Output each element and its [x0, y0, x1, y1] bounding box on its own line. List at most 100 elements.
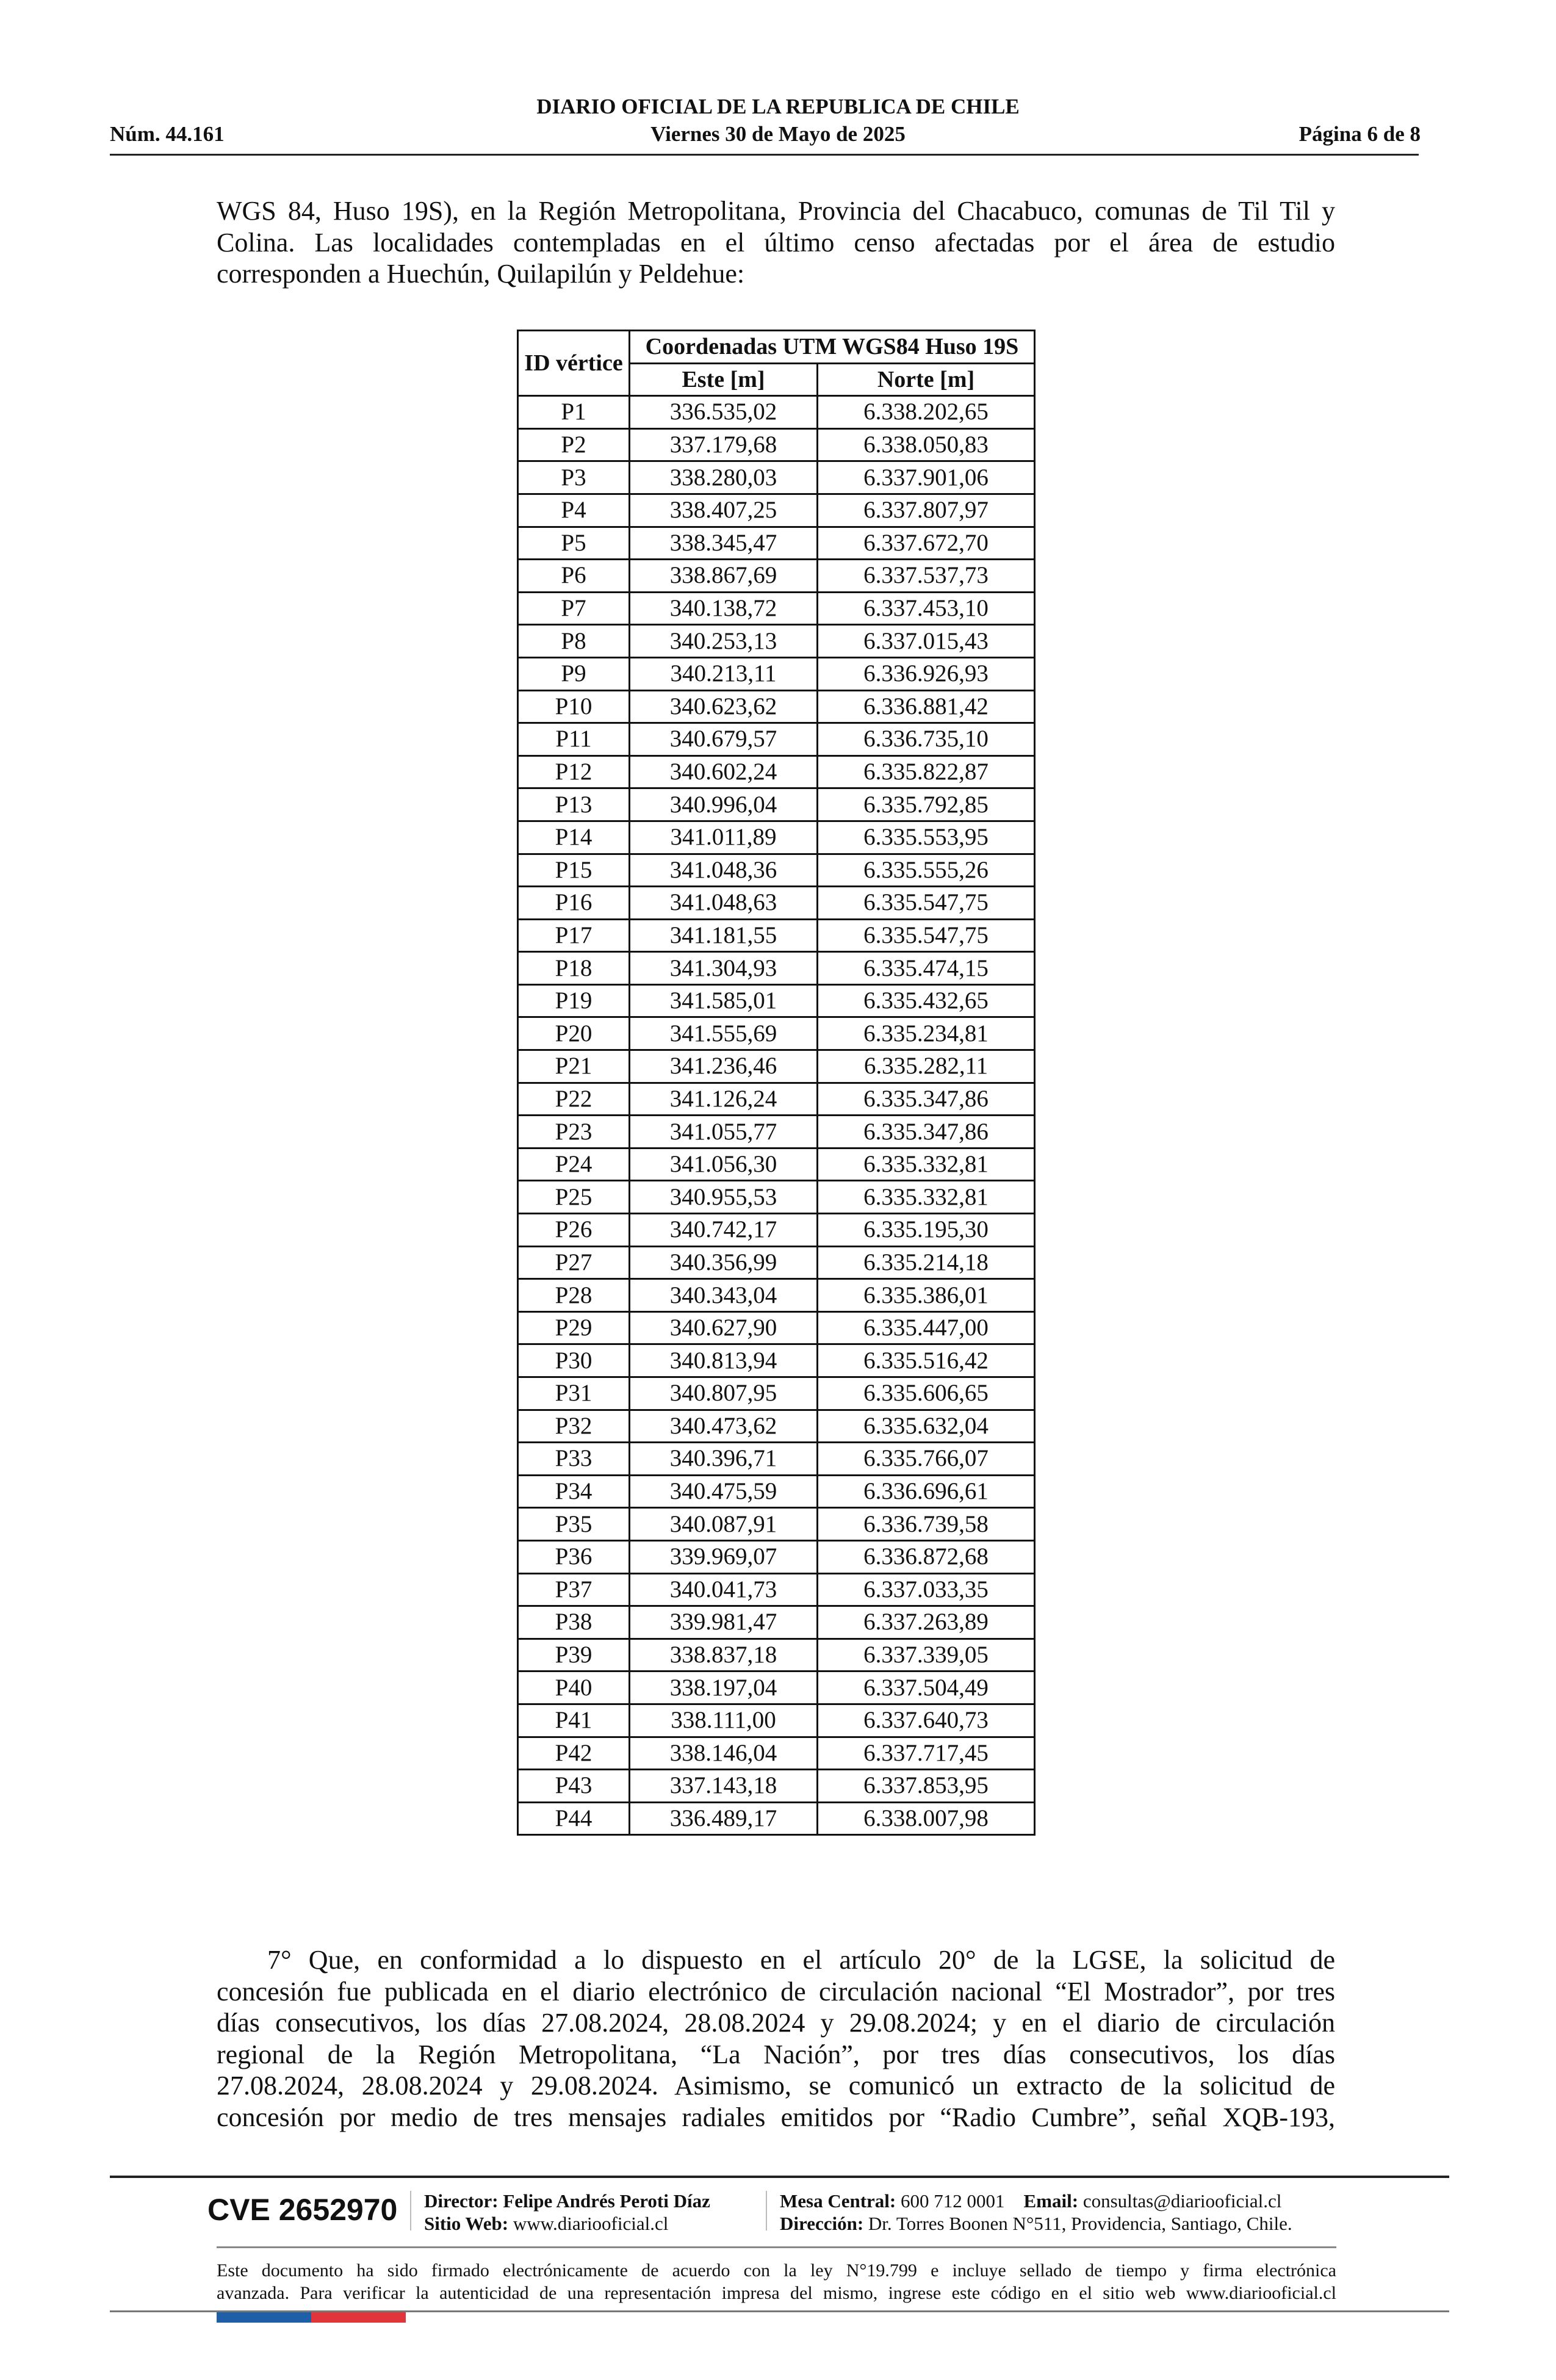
table-row: P31 340.807,95 6.335.606,65 [517, 1376, 1036, 1411]
norte-cell: 6.335.766,07 [816, 1441, 1036, 1476]
norte-cell: 6.337.672,70 [816, 525, 1036, 561]
este-cell: 338.111,00 [629, 1703, 818, 1738]
este-cell: 341.048,63 [629, 885, 818, 920]
table-row: P1 336.535,02 6.338.202,65 [517, 395, 1036, 430]
este-cell: 340.087,91 [629, 1507, 818, 1542]
vertex-id-cell: P17 [517, 918, 630, 953]
este-cell: 341.585,01 [629, 983, 818, 1019]
table-row: P8 340.253,13 6.337.015,43 [517, 624, 1036, 658]
table-row: P6 338.867,69 6.337.537,73 [517, 558, 1036, 593]
norte-cell: 6.337.717,45 [816, 1736, 1036, 1771]
vertex-id-cell: P31 [517, 1376, 630, 1411]
vertex-id-cell: P25 [517, 1180, 630, 1215]
este-cell: 341.056,30 [629, 1147, 818, 1182]
vertex-id-cell: P38 [517, 1605, 630, 1640]
este-cell: 341.126,24 [629, 1081, 818, 1117]
este-cell: 340.473,62 [629, 1408, 818, 1444]
table-row: P12 340.602,24 6.335.822,87 [517, 754, 1036, 790]
vertex-id-cell: P23 [517, 1114, 630, 1149]
norte-cell: 6.338.007,98 [816, 1801, 1036, 1836]
vertex-id-cell: P1 [517, 395, 630, 430]
vertex-id-cell: P16 [517, 885, 630, 920]
vertex-id-cell: P14 [517, 820, 630, 855]
este-cell: 340.627,90 [629, 1310, 818, 1346]
este-cell: 340.602,24 [629, 754, 818, 790]
norte-cell: 6.335.822,87 [816, 754, 1036, 790]
este-cell: 338.407,25 [629, 492, 818, 528]
text-line: días consecutivos, los días 27.08.2024, … [217, 2008, 1335, 2038]
table-row: P43 337.143,18 6.337.853,95 [517, 1769, 1036, 1803]
table-row: P2 337.179,68 6.338.050,83 [517, 427, 1036, 463]
este-cell: 338.197,04 [629, 1670, 818, 1705]
vertex-id-cell: P24 [517, 1147, 630, 1182]
vertex-id-cell: P21 [517, 1049, 630, 1084]
web-label: Sitio Web: [424, 2213, 509, 2234]
vertex-id-cell: P5 [517, 525, 630, 561]
header-divider [110, 154, 1419, 156]
footer-divider [110, 2176, 1449, 2178]
paragraph-7: 7° Que, en conformidad a lo dispuesto en… [217, 1944, 1335, 2133]
norte-cell: 6.337.033,35 [816, 1572, 1036, 1607]
vertex-id-cell: P40 [517, 1670, 630, 1705]
norte-cell: 6.337.015,43 [816, 624, 1036, 658]
vertex-id-cell: P29 [517, 1310, 630, 1346]
table-row: P13 340.996,04 6.335.792,85 [517, 787, 1036, 822]
norte-cell: 6.335.282,11 [816, 1049, 1036, 1084]
phone-label: Mesa Central: [780, 2190, 896, 2212]
vertex-id-cell: P19 [517, 983, 630, 1019]
norte-cell: 6.336.926,93 [816, 656, 1036, 691]
coordinates-table: ID vértice Coordenadas UTM WGS84 Huso 19… [517, 329, 1036, 1836]
table-row: P33 340.396,71 6.335.766,07 [517, 1441, 1036, 1476]
vertex-id-cell: P3 [517, 460, 630, 495]
norte-cell: 6.336.881,42 [816, 689, 1036, 724]
vertex-id-cell: P44 [517, 1801, 630, 1836]
norte-cell: 6.335.547,75 [816, 885, 1036, 920]
norte-cell: 6.336.872,68 [816, 1539, 1036, 1574]
este-cell: 340.996,04 [629, 787, 818, 822]
este-cell: 336.489,17 [629, 1801, 818, 1836]
vertex-id-cell: P33 [517, 1441, 630, 1476]
vertex-id-cell: P37 [517, 1572, 630, 1607]
este-cell: 340.213,11 [629, 656, 818, 691]
table-body: P1 336.535,02 6.338.202,65 P2 337.179,68 6.33… [517, 395, 1036, 1836]
text-line: corresponden a Huechún, Quilapilún y Pel… [217, 259, 745, 289]
footer-director: Director: Felipe Andrés Peroti Díaz Siti… [424, 2190, 710, 2235]
este-cell: 340.679,57 [629, 722, 818, 757]
vertex-id-cell: P4 [517, 492, 630, 528]
vertex-id-cell: P43 [517, 1769, 630, 1803]
norte-cell: 6.335.332,81 [816, 1147, 1036, 1182]
table-row: P42 338.146,04 6.337.717,45 [517, 1736, 1036, 1771]
norte-cell: 6.337.453,10 [816, 591, 1036, 626]
table-row: P38 339.981,47 6.337.263,89 [517, 1605, 1036, 1640]
este-cell: 340.807,95 [629, 1376, 818, 1411]
table-row: P25 340.955,53 6.335.332,81 [517, 1180, 1036, 1215]
issue-date: Viernes 30 de Mayo de 2025 [650, 122, 906, 146]
norte-cell: 6.337.807,97 [816, 492, 1036, 528]
vertex-id-cell: P7 [517, 591, 630, 626]
vertex-id-cell: P30 [517, 1343, 630, 1378]
table-row: P23 341.055,77 6.335.347,86 [517, 1114, 1036, 1149]
text-line: concesión fue publicada en el diario ele… [217, 1976, 1335, 2007]
table-row: P4 338.407,25 6.337.807,97 [517, 492, 1036, 528]
footer-contact: Mesa Central: 600 712 0001 Email: consul… [780, 2190, 1292, 2235]
text-line: WGS 84, Huso 19S), en la Región Metropol… [217, 196, 1335, 226]
email-link[interactable]: consultas@diariooficial.cl [1082, 2190, 1282, 2212]
table-row: P10 340.623,62 6.336.881,42 [517, 689, 1036, 724]
text-line: 7° Que, en conformidad a lo dispuesto en… [267, 1945, 1335, 1975]
web-link[interactable]: www.diariooficial.cl [513, 2213, 669, 2234]
norte-cell: 6.335.432,65 [816, 983, 1036, 1019]
norte-cell: 6.335.516,42 [816, 1343, 1036, 1378]
este-cell: 339.969,07 [629, 1539, 818, 1574]
este-cell: 341.181,55 [629, 918, 818, 953]
table-row: P39 338.837,18 6.337.339,05 [517, 1637, 1036, 1673]
norte-cell: 6.337.901,06 [816, 460, 1036, 495]
vertex-id-cell: P15 [517, 853, 630, 888]
norte-cell: 6.336.735,10 [816, 722, 1036, 757]
vertex-id-cell: P12 [517, 754, 630, 790]
vertex-id-cell: P13 [517, 787, 630, 822]
este-cell: 340.356,99 [629, 1245, 818, 1280]
issue-number: Núm. 44.161 [110, 122, 225, 146]
norte-cell: 6.335.214,18 [816, 1245, 1036, 1280]
este-cell: 340.813,94 [629, 1343, 818, 1378]
header-coordinates: Coordenadas UTM WGS84 Huso 19S [629, 330, 1036, 364]
